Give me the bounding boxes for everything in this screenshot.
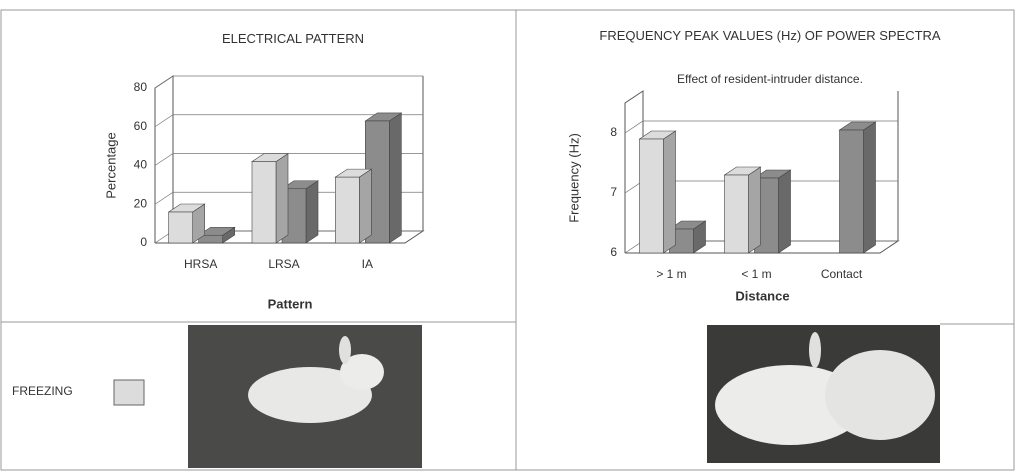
bar-side [864, 122, 876, 253]
bar-side [306, 181, 318, 243]
y-axis-label: Frequency (Hz) [566, 133, 581, 223]
bar-side [359, 169, 371, 243]
y-tick-label: 20 [134, 196, 148, 210]
grid-line [155, 76, 423, 88]
x-tick-label: HRSA [184, 257, 217, 271]
legend-swatch [114, 380, 144, 405]
y-tick-label: 7 [610, 185, 617, 199]
figure: FREEZING 0 20 40 60 80 Percentage Pattern HRSA L… [0, 0, 1016, 475]
chart-title: FREQUENCY PEAK VALUES (Hz) OF POWER SPEC… [585, 28, 955, 43]
y-tick-label: 80 [134, 80, 148, 94]
chart-subtitle: Effect of resident-intruder distance. [585, 72, 955, 86]
x-tick-label: < 1 m [741, 267, 771, 281]
bar-side [779, 170, 791, 253]
bar-side [664, 131, 676, 253]
bar [840, 130, 864, 253]
y-tick-label: 60 [134, 119, 148, 133]
bar-side [749, 167, 761, 253]
bar [169, 212, 193, 243]
y-tick-label: 0 [140, 235, 147, 249]
x-tick-label: IA [362, 257, 373, 271]
x-tick-label: LRSA [268, 257, 299, 271]
bar [335, 177, 359, 243]
bar [725, 175, 749, 253]
x-tick-label: > 1 m [656, 267, 686, 281]
y-tick-label: 40 [134, 158, 148, 172]
bar-side [389, 113, 401, 243]
x-axis-label: Distance [735, 288, 789, 303]
bar-side [276, 154, 288, 243]
photo [188, 325, 422, 468]
bar [252, 162, 276, 243]
x-tick-label: Contact [821, 267, 863, 281]
bar [640, 139, 664, 253]
y-tick-label: 6 [610, 245, 617, 259]
chart-title: ELECTRICAL PATTERN [103, 31, 483, 46]
y-tick-label: 8 [610, 125, 617, 139]
legend-label: FREEZING [12, 384, 73, 398]
y-axis-label: Percentage [103, 132, 118, 199]
photo [707, 325, 940, 463]
x-axis-label: Pattern [268, 296, 313, 311]
